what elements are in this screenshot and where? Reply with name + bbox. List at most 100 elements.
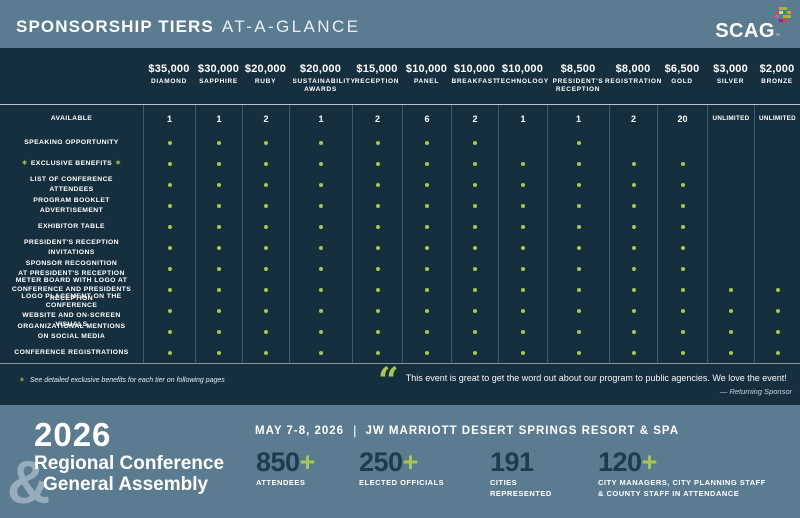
availability-cell: 1 xyxy=(547,105,609,132)
availability-value: 1 xyxy=(216,113,222,124)
benefit-dot-icon xyxy=(319,266,323,271)
benefit-dot-icon xyxy=(425,308,429,313)
benefit-dot-icon xyxy=(631,182,636,187)
availability-cell: 1 xyxy=(143,105,195,132)
benefit-dot-icon xyxy=(521,224,525,229)
stat-number: 250 xyxy=(359,447,403,477)
benefit-cell xyxy=(143,342,195,363)
brand-ampersand: & xyxy=(7,449,51,516)
availability-cell: UNLIMITED xyxy=(754,105,800,132)
benefit-dot-icon xyxy=(264,287,268,292)
tier-name: GOLD xyxy=(671,78,693,85)
benefit-dot-icon xyxy=(521,350,525,355)
benefit-dot-icon xyxy=(729,308,733,313)
footnote-star-icon: ✶ xyxy=(19,377,25,384)
scag-logo: SCAG™ xyxy=(715,6,791,43)
benefit-dot-icon xyxy=(473,350,477,355)
footnote: ✶ See detailed exclusive benefits for ea… xyxy=(16,376,225,384)
benefit-cell xyxy=(402,258,451,279)
availability-cell: 2 xyxy=(609,105,657,132)
stat-block: 120+ CITY MANAGERS, CITY PLANNING STAFF &… xyxy=(598,449,766,500)
availability-cell: 2 xyxy=(242,105,289,132)
benefit-cell xyxy=(195,342,242,363)
benefit-dot-icon xyxy=(680,182,685,187)
benefit-dot-icon xyxy=(375,203,380,208)
stat-number-row: 120+ xyxy=(598,449,766,476)
benefit-dot-icon xyxy=(167,287,172,292)
benefit-dot-icon xyxy=(375,329,380,334)
tier-column-header: $30,000 SAPPHIRE xyxy=(195,48,242,105)
benefit-dot-icon xyxy=(217,287,221,292)
tier-name: PANEL xyxy=(413,78,440,85)
benefit-cell xyxy=(289,321,352,342)
benefit-cell xyxy=(451,258,498,279)
availability-value: 1 xyxy=(520,113,526,124)
tier-price: $8,000 xyxy=(615,63,651,75)
benefit-cell xyxy=(289,216,352,237)
benefit-dot-icon xyxy=(264,140,268,145)
row-label: ORGANIZATIONAL MENTIONS ON SOCIAL MEDIA xyxy=(17,323,126,340)
event-brand: & 2026 Regional Conference General Assem… xyxy=(7,418,224,516)
footnote-text: See detailed exclusive benefits for each… xyxy=(29,377,225,384)
benefit-cell xyxy=(754,216,800,237)
benefit-cell xyxy=(609,258,657,279)
benefit-dot-icon xyxy=(576,224,581,229)
benefit-cell xyxy=(657,279,707,300)
benefit-cell xyxy=(242,342,289,363)
benefit-dot-icon xyxy=(217,182,221,187)
benefit-cell xyxy=(242,279,289,300)
row-label-text: EXCLUSIVE BENEFITS xyxy=(30,159,113,167)
stat-plus-icon: + xyxy=(299,447,316,477)
benefit-cell xyxy=(451,153,498,174)
stat-block: 191 CITIES REPRESENTED xyxy=(490,449,552,500)
benefit-cell xyxy=(451,342,498,363)
stat-number: 120 xyxy=(598,447,642,477)
stat-label: CITY MANAGERS, CITY PLANNING STAFF & COU… xyxy=(598,478,766,498)
benefit-cell xyxy=(352,258,402,279)
tier-price: $15,000 xyxy=(356,63,398,75)
row-label: PROGRAM BOOKLET ADVERTISEMENT xyxy=(33,197,110,214)
benefit-cell xyxy=(195,258,242,279)
benefit-dot-icon xyxy=(576,182,581,187)
benefit-dot-icon xyxy=(264,161,268,166)
benefit-cell xyxy=(707,237,754,258)
stat-number-row: 191 xyxy=(490,449,552,476)
stat-label: CITIES REPRESENTED xyxy=(490,478,552,498)
quote-icon: “ xyxy=(378,360,399,402)
mosaic-tile xyxy=(787,14,791,18)
benefit-dot-icon xyxy=(319,308,323,313)
benefit-dot-icon xyxy=(319,329,323,334)
benefit-dot-icon xyxy=(319,203,323,208)
benefit-dot-icon xyxy=(167,224,172,229)
mosaic-tile xyxy=(787,10,791,14)
benefit-dot-icon xyxy=(680,224,685,229)
availability-cell: 1 xyxy=(289,105,352,132)
benefit-dot-icon xyxy=(217,203,221,208)
benefit-cell xyxy=(242,300,289,321)
benefit-cell xyxy=(352,174,402,195)
benefit-cell xyxy=(609,321,657,342)
benefit-dot-icon xyxy=(319,224,323,229)
benefit-cell xyxy=(657,300,707,321)
benefit-cell xyxy=(754,237,800,258)
benefit-cell xyxy=(352,342,402,363)
tier-column-header: $20,000 SUSTAINABILITY AWARDS xyxy=(289,48,355,105)
benefit-dot-icon xyxy=(425,161,429,166)
scag-logo-text: SCAG xyxy=(715,19,775,42)
benefit-cell xyxy=(498,258,547,279)
benefit-cell xyxy=(547,321,609,342)
stat-number: 850 xyxy=(256,447,300,477)
benefit-dot-icon xyxy=(167,245,172,250)
benefit-cell xyxy=(195,174,242,195)
benefit-cell xyxy=(289,237,352,258)
benefit-cell xyxy=(402,300,451,321)
benefit-dot-icon xyxy=(680,161,685,166)
header-bar: SPONSORSHIP TIERS AT-A-GLANCE SCAG™ xyxy=(0,0,800,48)
stat-plus-icon: + xyxy=(402,447,419,477)
stat-plus-icon: + xyxy=(641,447,658,477)
benefit-cell xyxy=(242,195,289,216)
availability-cell: UNLIMITED xyxy=(707,105,754,132)
mosaic-tile xyxy=(779,18,783,22)
benefit-dot-icon xyxy=(631,224,636,229)
benefit-dot-icon xyxy=(167,308,172,313)
